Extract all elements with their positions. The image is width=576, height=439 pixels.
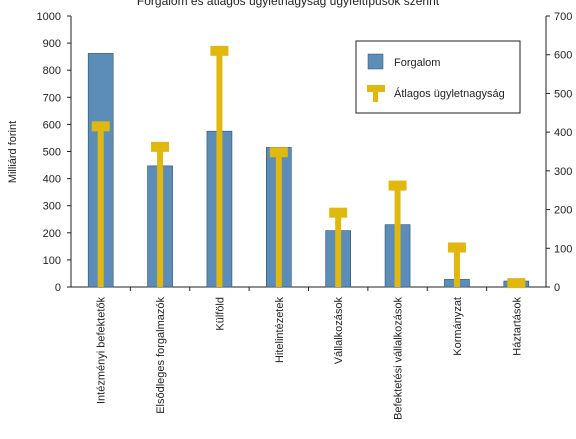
axes: 0 100 200 300 400 500 600 700 800 900 1000 0 100 200 3… (7, 11, 572, 420)
right-tick-label: 500 (554, 88, 572, 100)
y-axis-label: Milliárd forint (7, 121, 19, 183)
lollipop-stem (275, 152, 282, 287)
lollipop-cap (447, 242, 466, 253)
category-label: Hitelintézetek (274, 297, 286, 364)
lollipop-cap (210, 45, 229, 56)
left-tick-label: 200 (43, 228, 61, 240)
category-label: Befektetési vállalkozások (393, 297, 405, 420)
left-tick-label: 600 (43, 119, 61, 131)
right-tick-label: 300 (554, 166, 572, 178)
chart-title: Forgalom és átlagos ügyletnagyság ügyfél… (137, 0, 440, 8)
legend-swatch-atlagos-stem (373, 90, 378, 102)
lollipop-cap (91, 121, 110, 132)
left-tick-label: 700 (43, 92, 61, 104)
left-tick-label: 400 (43, 174, 61, 186)
category-label: Vállalkozások (333, 297, 345, 365)
right-tick-label: 0 (554, 282, 560, 294)
right-tick-label: 100 (554, 243, 572, 255)
lollipop-stem (157, 146, 164, 287)
lollipop-cap (388, 180, 407, 191)
right-tick-label: 700 (554, 11, 572, 23)
lollipop-cap (329, 207, 348, 218)
lollipop-cap (151, 141, 170, 152)
left-tick-label: 800 (43, 65, 61, 77)
right-tick-label: 200 (554, 205, 572, 217)
category-label: Háztartások (511, 297, 523, 356)
category-label: Kormányzat (452, 297, 464, 356)
legend-label-forgalom: Forgalom (394, 57, 440, 69)
legend-swatch-atlagos-cap (367, 85, 385, 92)
lollipop-stem (216, 50, 223, 287)
category-label: Intézményi befektetők (96, 297, 108, 405)
right-tick-label: 400 (554, 127, 572, 139)
chart-marks (87, 45, 530, 289)
legend-swatch-forgalom (367, 53, 384, 70)
lollipop-stem (453, 247, 460, 287)
left-tick-label: 1000 (37, 11, 61, 23)
left-tick-label: 100 (43, 255, 61, 267)
right-tick-label: 600 (554, 50, 572, 62)
lollipop-cap (507, 278, 526, 289)
left-tick-label: 0 (55, 282, 61, 294)
category-label: Külföld (214, 297, 226, 331)
left-tick-label: 900 (43, 38, 61, 50)
lollipop-stem (335, 212, 342, 287)
left-tick-label: 300 (43, 201, 61, 213)
category-label: Elsődleges forgalmazók (155, 297, 167, 414)
legend: Forgalom Átlagos ügyletnagyság (355, 40, 521, 114)
legend-label-atlagos: Átlagos ügyletnagyság (394, 87, 505, 100)
lollipop-stem (97, 126, 104, 287)
lollipop-cap (269, 147, 288, 158)
lollipop-stem (394, 185, 401, 287)
legend-box (355, 40, 521, 114)
left-tick-label: 500 (43, 147, 61, 159)
